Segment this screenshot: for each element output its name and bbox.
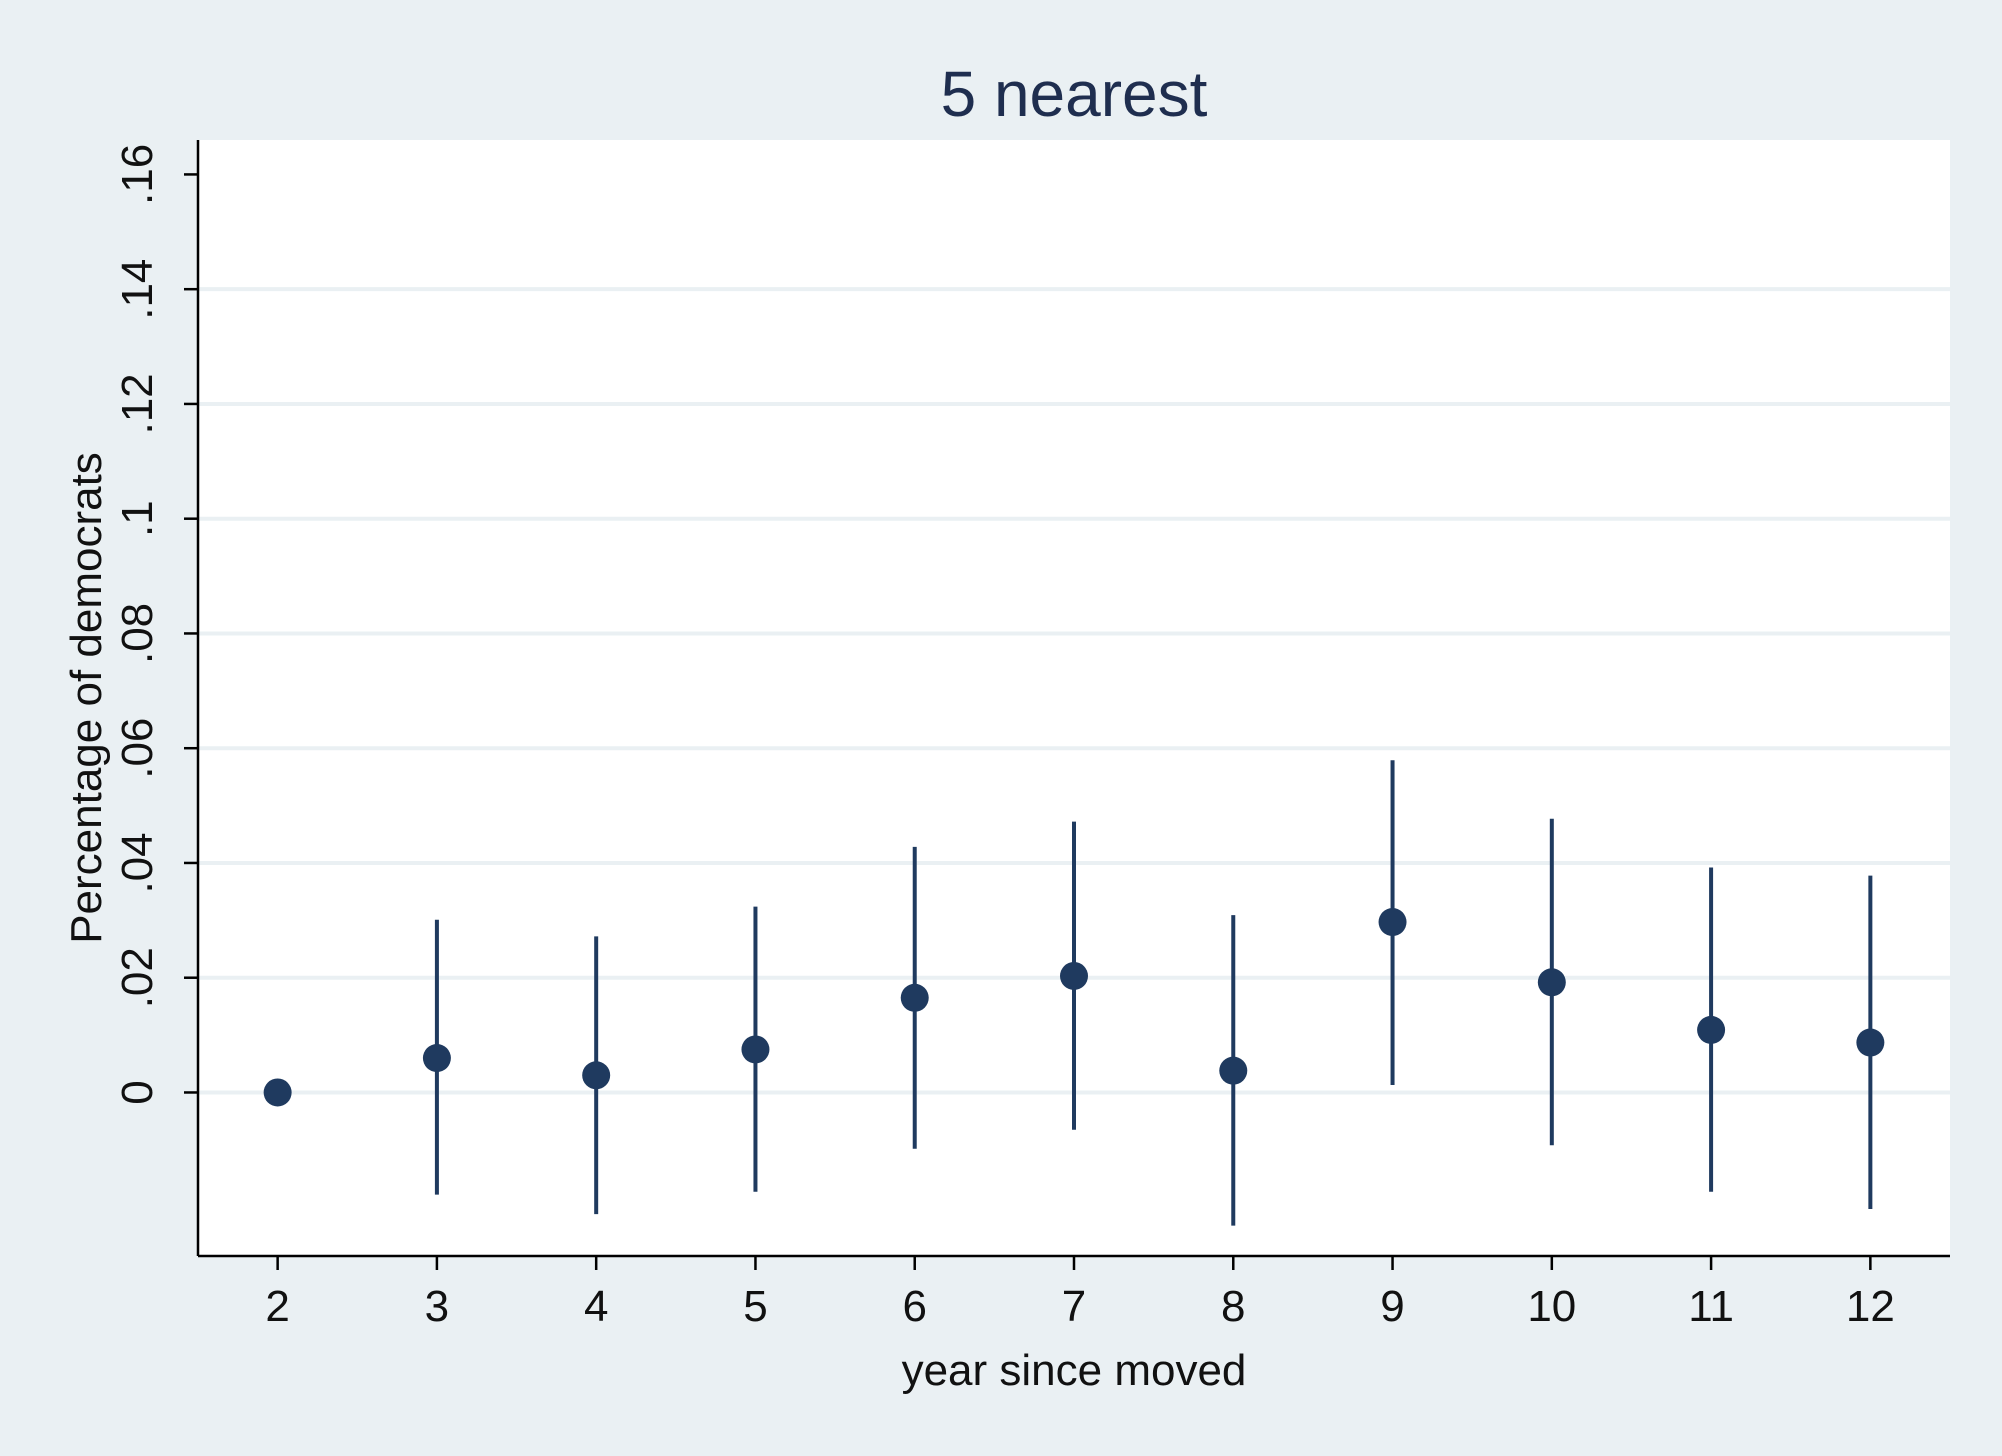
y-tick-label: .1: [113, 500, 162, 537]
x-tick-label: 10: [1527, 1282, 1576, 1331]
x-tick-layer: 2 3 4 5 6 7 8 9 10 11 12: [265, 1256, 1895, 1331]
x-tick-label: 5: [743, 1282, 767, 1331]
x-tick-label: 8: [1221, 1282, 1245, 1331]
data-point: [1060, 961, 1088, 990]
x-tick-label: 7: [1062, 1282, 1086, 1331]
y-tick-label: .04: [113, 832, 162, 893]
data-point: [900, 983, 929, 1012]
y-tick-label: .02: [113, 947, 162, 1008]
x-tick-label: 6: [902, 1282, 926, 1331]
x-tick-label: 4: [584, 1282, 608, 1331]
data-point: [1697, 1015, 1726, 1044]
y-tick-label: .12: [113, 373, 162, 434]
data-point: [582, 1061, 611, 1090]
y-tick-label: .06: [113, 718, 162, 779]
chart-title: 5 nearest: [941, 58, 1208, 130]
data-point: [422, 1044, 451, 1073]
y-tick-layer: 0 .02 .04 .06 .08 .1 .12 .14 .16: [113, 144, 198, 1105]
data-point: [1378, 908, 1407, 937]
x-axis-label: year since moved: [902, 1346, 1247, 1395]
x-tick-label: 12: [1846, 1282, 1895, 1331]
data-point: [1856, 1028, 1885, 1057]
x-tick-label: 3: [425, 1282, 449, 1331]
y-axis-label: Percentage of democrats: [62, 452, 111, 944]
x-tick-label: 9: [1380, 1282, 1404, 1331]
y-tick-label: 0: [113, 1080, 162, 1104]
y-tick-label: .16: [113, 144, 162, 205]
data-point: [741, 1035, 770, 1064]
x-tick-label: 2: [265, 1282, 289, 1331]
y-tick-label: .14: [113, 259, 162, 320]
data-point: [263, 1078, 292, 1107]
data-point: [1537, 968, 1566, 997]
y-tick-label: .08: [113, 603, 162, 664]
x-tick-label: 11: [1688, 1282, 1734, 1331]
marks-layer: [263, 760, 1885, 1226]
data-point: [1219, 1056, 1248, 1085]
